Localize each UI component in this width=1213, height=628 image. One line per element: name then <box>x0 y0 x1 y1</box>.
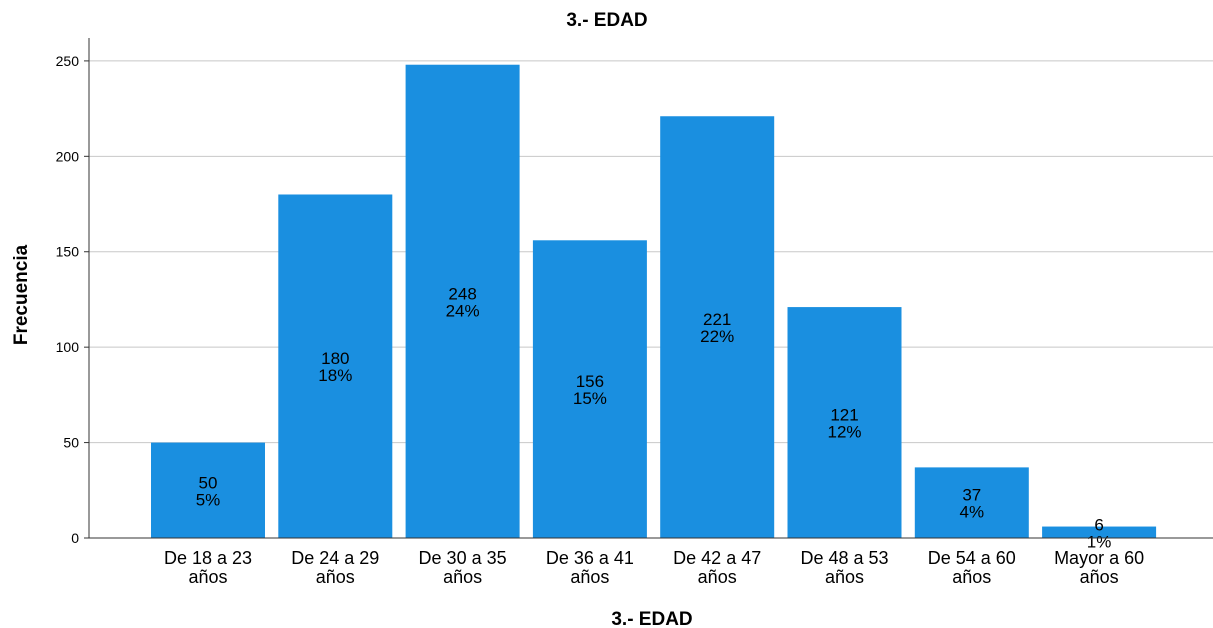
bars <box>151 64 1157 539</box>
x-tick-label-line: años <box>698 567 737 587</box>
x-tick-label: De 18 a 23 años <box>164 548 252 587</box>
bar-value-label: 221 <box>703 310 731 329</box>
bar <box>405 64 520 538</box>
bar <box>1042 526 1157 538</box>
bar <box>151 442 265 538</box>
bar-percent-label: 5% <box>196 490 221 509</box>
bar-value-label: 6 <box>1094 515 1103 534</box>
x-tick-label-line: De 18 a 23 <box>164 548 252 568</box>
x-tick-label-line: De 48 a 53 <box>800 548 888 568</box>
x-tick-label: De 30 a 35 años <box>419 548 507 587</box>
y-axis-title: Frecuencia <box>11 244 32 345</box>
bar <box>660 116 775 539</box>
x-tick-label-line: De 24 a 29 <box>291 548 379 568</box>
x-tick-label: Mayor a 60 años <box>1054 548 1144 587</box>
x-tick-label-line: años <box>188 567 227 587</box>
bar-percent-label: 22% <box>700 327 734 346</box>
bar-percent-label: 15% <box>573 389 607 408</box>
y-tick-label: 100 <box>56 339 80 355</box>
bar-value-label: 121 <box>830 406 858 425</box>
chart-title: 3.- EDAD <box>566 10 647 31</box>
x-tick-label: De 36 a 41 años <box>546 548 634 587</box>
bar-value-label: 156 <box>576 372 604 391</box>
y-tick-label: 50 <box>63 435 79 451</box>
x-tick-label-line: años <box>1080 567 1119 587</box>
x-tick-label-line: años <box>952 567 991 587</box>
x-tick-label-line: De 30 a 35 <box>419 548 507 568</box>
y-tick-label: 0 <box>71 530 79 546</box>
bar-percent-label: 12% <box>827 423 861 442</box>
x-tick-label-line: años <box>570 567 609 587</box>
bar-percent-label: 24% <box>446 301 480 320</box>
x-tick-label-line: De 54 a 60 <box>928 548 1016 568</box>
bar-percent-label: 4% <box>960 503 985 522</box>
bar-percent-label: 18% <box>318 366 352 385</box>
y-axis-ticks: 0 50 100 150 200 250 <box>56 53 89 546</box>
x-tick-label-line: años <box>316 567 355 587</box>
x-tick-label: De 54 a 60 años <box>928 548 1016 587</box>
bar-value-label: 180 <box>321 349 349 368</box>
x-tick-label: De 24 a 29 años <box>291 548 379 587</box>
x-tick-label-line: Mayor a 60 <box>1054 548 1144 568</box>
x-tick-label-line: De 42 a 47 <box>673 548 761 568</box>
bar <box>532 240 647 538</box>
bar-percent-label: 1% <box>1087 532 1112 551</box>
bar <box>787 307 902 538</box>
gridlines <box>89 60 1213 444</box>
x-tick-label-line: años <box>825 567 864 587</box>
x-axis-title: 3.- EDAD <box>611 609 692 628</box>
y-tick-label: 250 <box>56 53 80 69</box>
bar <box>914 467 1029 538</box>
y-tick-label: 200 <box>56 148 80 164</box>
bar-value-label: 37 <box>962 486 981 505</box>
bar-value-label: 248 <box>448 284 476 303</box>
y-tick-label: 150 <box>56 244 80 260</box>
x-tick-label: De 48 a 53 años <box>800 548 888 587</box>
x-tick-label-line: De 36 a 41 <box>546 548 634 568</box>
bar-value-label: 50 <box>199 473 218 492</box>
bar <box>278 194 393 538</box>
x-tick-label: De 42 a 47 años <box>673 548 761 587</box>
x-tick-label-line: años <box>443 567 482 587</box>
